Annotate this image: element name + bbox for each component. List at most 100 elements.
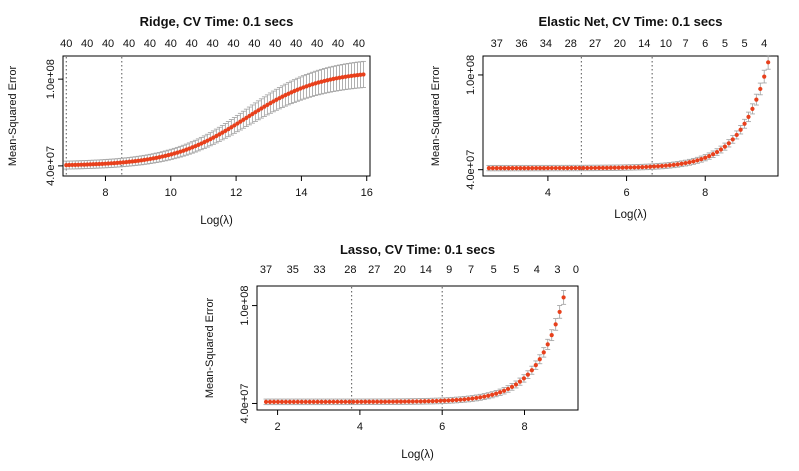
lasso-cv-point [279,399,285,404]
lasso-cv-point [454,397,459,403]
ridge-cv-point [85,162,90,167]
elastic-net-y-axis-title: Mean-Squared Error [430,66,442,167]
ridge-cv-point [244,115,249,120]
ridge-points [64,72,366,168]
lasso-cv-point [379,399,384,404]
elastic-net-cv-point [581,165,586,171]
lasso-x-axis-title: Log(λ) [401,449,434,461]
elastic-net-cv-point [730,137,735,142]
lasso-top-axis-label: 9 [446,264,452,276]
ridge-cv-point [118,160,123,165]
lasso-y-tick-label: 4.0e+07 [239,383,251,423]
ridge-top-axis-label: 40 [186,38,198,50]
lasso-cv-point [517,379,523,384]
elastic-net-title: Elastic Net, CV Time: 0.1 secs [538,14,722,29]
lasso-cv-point [446,398,451,403]
lasso-cv-point [331,399,336,404]
elastic-net-x-tick-label: 6 [624,187,630,199]
ridge-error-bars [63,60,366,170]
elastic-net-x-tick-label: 4 [545,187,551,199]
ridge-cv-point [88,162,93,167]
lasso-cv-point [537,357,542,362]
lasso-cv-point [462,397,467,402]
lasso-cv-point [442,398,447,403]
ridge-y-tick-label: 1.0e+08 [45,59,57,99]
lasso-points [263,295,566,404]
lasso-top-axis-label: 5 [491,264,497,276]
elastic-net-top-axis-label: 36 [515,38,527,50]
elastic-net-cv-point [569,165,574,171]
elastic-net-cv-point [565,165,570,171]
elastic-net-top-axis-label: 4 [761,38,767,50]
ridge-top-axis-label: 40 [269,38,281,50]
elastic-net-cv-point [758,86,763,92]
elastic-net-top-axis-label: 5 [742,38,748,50]
elastic-net-cv-point [557,165,562,171]
lasso-cv-point [287,399,292,404]
lasso-cv-point [490,392,495,397]
ridge-cv-point [67,162,72,168]
elastic-net-cv-point [561,165,566,171]
elastic-net-top-axis-label: 14 [638,38,650,50]
elastic-net-cv-point [545,165,551,171]
ridge-x-tick-label: 16 [361,187,373,199]
lasso-top-axis-label: 28 [344,264,356,276]
lasso-top-axis-label: 0 [573,264,579,276]
elastic-net-cv-point [659,163,665,169]
lasso-cv-point [509,384,515,389]
elastic-net-cv-point [612,165,617,170]
elastic-net-cv-point [711,152,716,157]
ridge-top-axis-label: 40 [332,38,344,50]
ridge-cv-point [115,160,120,165]
ridge-cv-point [232,123,237,128]
lasso-cv-point [390,399,396,404]
ridge-cv-point [94,162,99,167]
lasso-top-axis-label: 4 [534,264,540,276]
elastic-net-y-tick-label: 4.0e+07 [465,150,477,190]
elastic-net-cv-point [498,165,503,171]
lasso-cv-point [478,395,483,400]
ridge-cv-point [361,72,366,77]
lasso-cv-point [371,399,376,404]
lasso-cv-point [275,399,281,404]
lasso-cv-point [501,388,507,393]
elastic-net-top-axis-label: 5 [722,38,728,50]
elastic-net-cv-point [762,74,767,79]
elastic-net-cv-point [596,165,602,170]
ridge-cv-point [103,161,108,166]
elastic-net-cv-point [502,165,507,171]
lasso-panel: Lasso, CV Time: 0.1 secs 2 4 6 8 4.0e+07 1.0e+… [204,242,579,461]
elastic-net-top-axis-label: 34 [540,38,552,50]
elastic-net-cv-point [648,164,653,169]
lasso-cv-point [367,399,372,404]
lasso-cv-point [525,372,530,377]
ridge-y-tick-label: 4.0e+07 [45,146,57,186]
ridge-x-axis-title: Log(λ) [200,215,233,227]
ridge-top-axis-label: 40 [102,38,114,50]
lasso-top-axis-label: 35 [287,264,299,276]
lasso-x-tick-label: 4 [357,421,363,433]
elastic-net-x-tick-label: 8 [702,187,708,199]
lasso-cv-point [498,390,503,395]
elastic-net-cv-point [644,164,649,170]
ridge-top-axis-label: 40 [227,38,239,50]
elastic-net-cv-point [490,166,495,171]
ridge-top-axis-label: 40 [290,38,302,50]
elastic-net-cv-point [600,165,606,170]
lasso-plot-frame [256,285,579,411]
elastic-net-cv-point [620,165,625,170]
elastic-net-cv-point [577,165,582,171]
lasso-cv-point [335,399,340,404]
elastic-net-cv-point [754,97,759,102]
ridge-top-axis-label: 40 [206,38,218,50]
elastic-net-cv-point [714,149,720,155]
lasso-cv-point [414,399,419,404]
ridge-cv-point [97,161,102,167]
lasso-cv-point [303,399,308,404]
elastic-net-cv-point [663,163,669,168]
elastic-net-cv-point [589,165,594,171]
elastic-net-top-axis-label: 7 [683,38,689,50]
elastic-net-cv-point [726,141,731,146]
lasso-cv-point [521,376,527,381]
ridge-top-axis-label: 40 [144,38,156,50]
